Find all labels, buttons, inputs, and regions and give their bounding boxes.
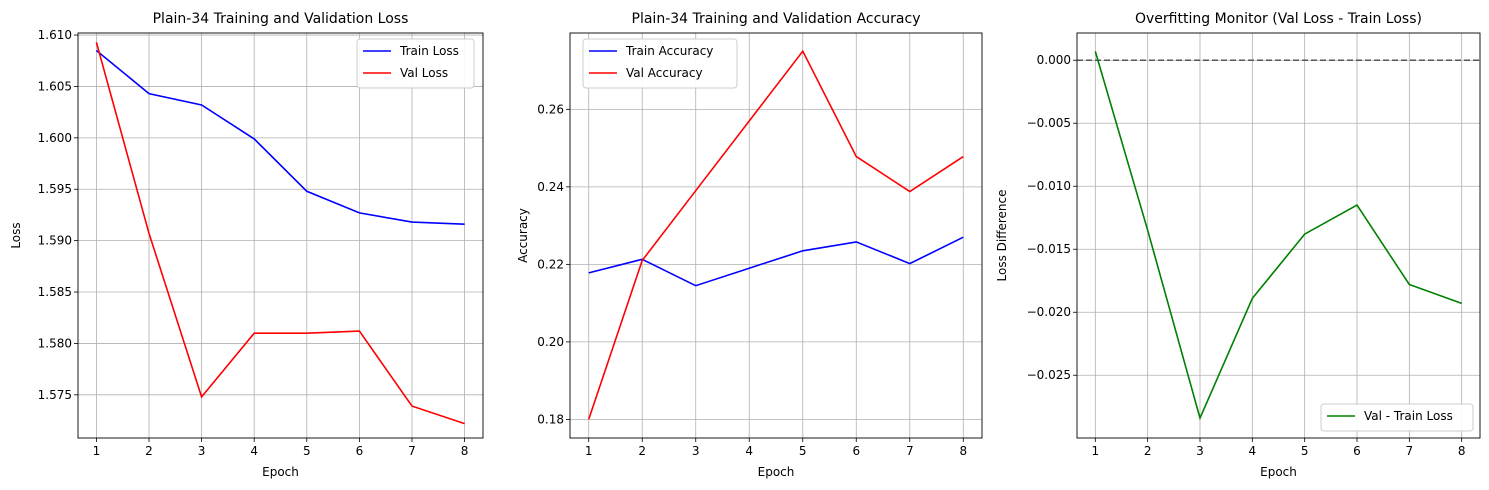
y-tick-label: 1.575 bbox=[38, 388, 72, 402]
y-axis-label: Loss bbox=[9, 222, 23, 248]
chart-panel-2: Plain-34 Training and Validation Accurac… bbox=[516, 11, 983, 479]
legend: Train Loss Val Loss bbox=[356, 38, 475, 89]
y-tick-label: 0.24 bbox=[537, 180, 564, 194]
y-axis-label: Accuracy bbox=[516, 208, 530, 263]
y-tick-label: 1.580 bbox=[38, 336, 72, 350]
axes-frame bbox=[1076, 32, 1481, 439]
y-tick-label: 1.610 bbox=[38, 28, 72, 42]
x-tick-label: 1 bbox=[585, 444, 593, 458]
series-line-2 bbox=[95, 42, 465, 425]
series-line-2 bbox=[587, 49, 964, 420]
y-tick-label: −0.015 bbox=[1027, 242, 1071, 256]
y-tick-label: 1.605 bbox=[38, 79, 72, 93]
legend-box bbox=[582, 38, 738, 89]
legend: Val - Train Loss bbox=[1320, 403, 1474, 432]
x-tick-label: 5 bbox=[1301, 444, 1309, 458]
x-tick-label: 4 bbox=[745, 444, 753, 458]
series-line-1 bbox=[1094, 51, 1462, 421]
chart-title: Overfitting Monitor (Val Loss - Train Lo… bbox=[1135, 11, 1422, 27]
y-tick-label: 0.000 bbox=[1037, 53, 1071, 67]
y-tick-label: −0.005 bbox=[1027, 116, 1071, 130]
chart-panel-3: Overfitting Monitor (Val Loss - Train Lo… bbox=[995, 11, 1481, 479]
x-tick-label: 2 bbox=[1144, 444, 1152, 458]
x-tick-label: 8 bbox=[959, 444, 967, 458]
y-axis-label: Loss Difference bbox=[995, 190, 1009, 282]
y-tick-label: 1.590 bbox=[38, 234, 72, 248]
x-tick-label: 3 bbox=[692, 444, 700, 458]
x-tick-label: 8 bbox=[461, 444, 469, 458]
x-tick-label: 7 bbox=[408, 444, 416, 458]
series-line-1 bbox=[95, 49, 465, 225]
legend-box bbox=[1320, 403, 1474, 432]
legend-label-2: Val Loss bbox=[400, 66, 448, 80]
x-tick-label: 1 bbox=[93, 444, 101, 458]
y-tick-label: −0.025 bbox=[1027, 368, 1071, 382]
legend-label-1: Train Loss bbox=[399, 44, 459, 58]
x-tick-label: 6 bbox=[356, 444, 364, 458]
legend-label-2: Val Accuracy bbox=[626, 66, 703, 80]
x-tick-label: 6 bbox=[1353, 444, 1361, 458]
y-tick-label: 0.22 bbox=[537, 257, 564, 271]
chart-title: Plain-34 Training and Validation Accurac… bbox=[632, 11, 921, 27]
y-tick-label: 0.18 bbox=[537, 412, 564, 426]
x-axis-label: Epoch bbox=[1260, 465, 1297, 479]
y-tick-label: 0.20 bbox=[537, 335, 564, 349]
x-tick-label: 1 bbox=[1091, 444, 1099, 458]
y-tick-label: 1.585 bbox=[38, 285, 72, 299]
axes-frame bbox=[569, 32, 983, 439]
y-tick-label: 1.600 bbox=[38, 131, 72, 145]
x-tick-label: 7 bbox=[906, 444, 914, 458]
x-tick-label: 7 bbox=[1406, 444, 1414, 458]
legend-label-1: Train Accuracy bbox=[625, 44, 713, 58]
chart-title: Plain-34 Training and Validation Loss bbox=[153, 11, 409, 27]
x-tick-label: 2 bbox=[638, 444, 646, 458]
x-tick-label: 8 bbox=[1458, 444, 1466, 458]
x-tick-label: 4 bbox=[1249, 444, 1257, 458]
x-tick-label: 2 bbox=[145, 444, 153, 458]
series-line-1 bbox=[588, 236, 964, 287]
y-tick-label: −0.020 bbox=[1027, 305, 1071, 319]
x-tick-label: 4 bbox=[250, 444, 258, 458]
y-tick-label: 1.595 bbox=[38, 182, 72, 196]
x-tick-label: 3 bbox=[198, 444, 206, 458]
y-tick-label: 0.26 bbox=[537, 102, 564, 116]
y-tick-label: −0.010 bbox=[1027, 179, 1071, 193]
x-tick-label: 5 bbox=[303, 444, 311, 458]
x-tick-label: 5 bbox=[799, 444, 807, 458]
x-axis-label: Epoch bbox=[758, 465, 795, 479]
legend: Train Accuracy Val Accuracy bbox=[582, 38, 738, 89]
chart-panel-1: Plain-34 Training and Validation Loss 1 2 3… bbox=[9, 11, 484, 479]
x-tick-label: 6 bbox=[852, 444, 860, 458]
x-axis-label: Epoch bbox=[262, 465, 299, 479]
legend-label-1: Val - Train Loss bbox=[1364, 409, 1453, 423]
axes-frame bbox=[77, 32, 484, 439]
x-tick-label: 3 bbox=[1196, 444, 1204, 458]
